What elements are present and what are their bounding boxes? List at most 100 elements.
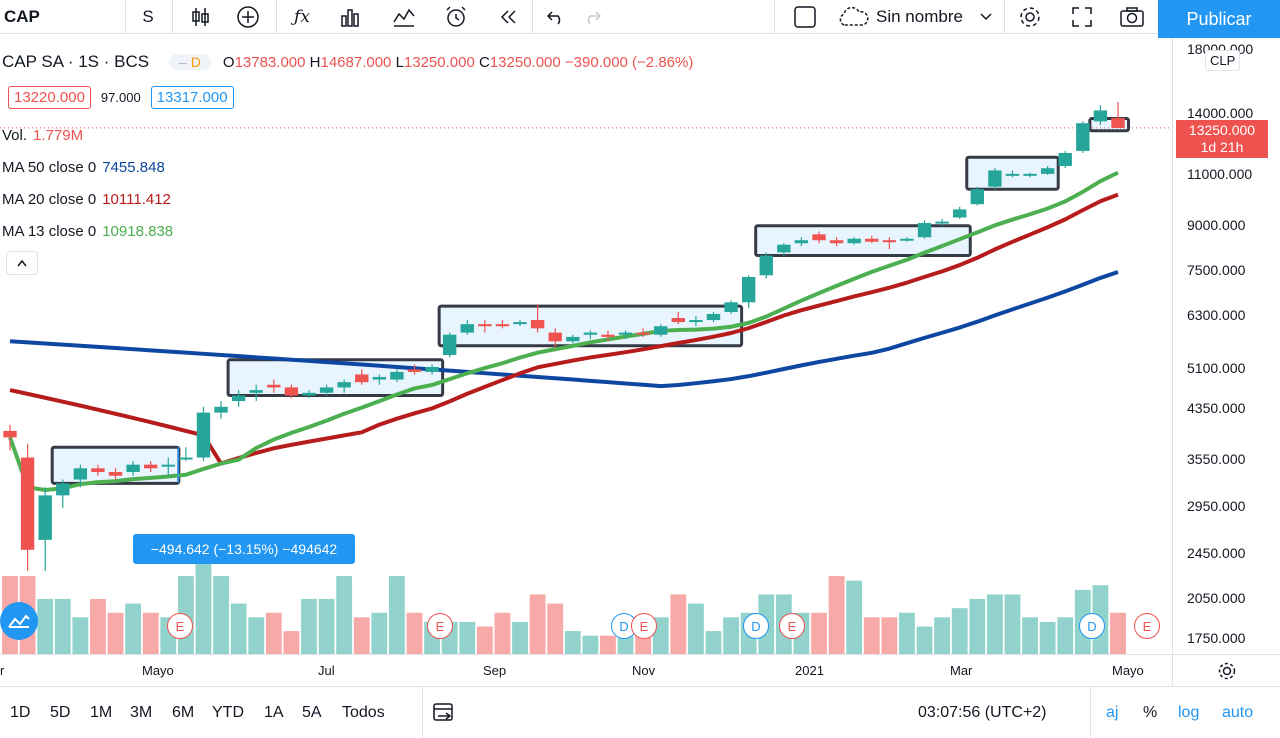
top-toolbar: CAP S ƒx Sin nombre: [0, 0, 1280, 34]
earnings-marker[interactable]: E: [1134, 613, 1160, 639]
candle-body: [337, 382, 351, 388]
tradingview-logo-icon[interactable]: [0, 602, 38, 640]
time-tick-label: Mar: [950, 663, 973, 678]
earnings-marker[interactable]: E: [427, 613, 453, 639]
candle-icon[interactable]: [180, 0, 220, 34]
plus-circle-icon[interactable]: [228, 0, 268, 34]
camera-icon[interactable]: [1112, 0, 1152, 34]
time-tick-label: Nov: [632, 663, 656, 678]
earnings-marker[interactable]: E: [631, 613, 657, 639]
price-tick-label: 6300.000: [1187, 307, 1246, 323]
gear-icon[interactable]: [1010, 0, 1050, 34]
chevron-down-icon: [980, 13, 992, 21]
ohlc-values: O13783.000 H14687.000 L13250.000 C13250.…: [223, 54, 693, 71]
percent-toggle[interactable]: %: [1143, 704, 1158, 721]
time-tick-label: Mayo: [142, 663, 174, 678]
fx-icon[interactable]: ƒx: [294, 7, 310, 27]
volume-bar: [1004, 594, 1021, 654]
price-tick-label: 7500.000: [1187, 262, 1246, 278]
bar-chart-icon[interactable]: [330, 0, 370, 34]
ma50-label: MA 50 close 0: [2, 159, 97, 176]
close-value: 13250.000: [489, 53, 561, 71]
candle-body: [548, 332, 562, 342]
layout-selector[interactable]: Sin nombre: [836, 0, 1006, 34]
collapse-legend-button[interactable]: [6, 251, 38, 275]
time-tick-label: Jul: [318, 663, 335, 678]
volume-bar: [899, 612, 915, 654]
price-tick-label: 2050.000: [1187, 590, 1246, 606]
fullscreen-icon[interactable]: [1062, 0, 1102, 34]
volume-bar: [1110, 612, 1126, 654]
range-button-todos[interactable]: Todos: [342, 704, 385, 721]
volume-bar: [265, 612, 282, 654]
range-button-3m[interactable]: 3M: [130, 704, 153, 721]
candle-body: [812, 234, 826, 241]
candle-body: [1058, 152, 1072, 166]
time-tick-label: 2021: [795, 663, 824, 678]
alarm-icon[interactable]: [436, 0, 476, 34]
bid-ask-row: 13220.000 97.000 13317.000: [2, 86, 234, 109]
candle-body: [741, 276, 756, 303]
ask-price[interactable]: 13317.000: [150, 86, 234, 109]
candle-body: [530, 320, 545, 329]
candle-body: [478, 324, 492, 327]
dividend-marker[interactable]: D: [743, 613, 769, 639]
volume-bar: [54, 599, 71, 654]
candle-body: [196, 412, 211, 458]
price-tick-label: 4350.000: [1187, 400, 1246, 416]
volume-bar: [1022, 617, 1038, 654]
last-price: 13250.000: [1188, 122, 1256, 138]
volume-bar: [635, 635, 652, 654]
time-tick-label: Sep: [483, 663, 507, 678]
publish-button[interactable]: Publicar: [1158, 0, 1280, 38]
log-toggle[interactable]: log: [1178, 704, 1200, 721]
adjust-toggle[interactable]: aj: [1106, 704, 1119, 721]
ma13-label: MA 13 close 0: [2, 223, 97, 240]
price-axis[interactable]: 18000.000 14000.000 11000.000 9000.000 7500.…: [1172, 38, 1280, 654]
measure-tooltip: −494.642 (−13.15%) −494642: [133, 534, 355, 564]
redo-icon[interactable]: [572, 0, 612, 34]
clock-display[interactable]: 03:07:56 (UTC+2): [918, 704, 1047, 721]
price-chart[interactable]: [0, 38, 1172, 654]
axis-settings-button[interactable]: [1172, 654, 1280, 686]
range-button-6m[interactable]: 6M: [172, 704, 195, 721]
undo-icon[interactable]: [536, 0, 576, 34]
candle-body: [759, 255, 773, 276]
range-button-5d[interactable]: 5D: [50, 704, 71, 721]
volume-bar: [406, 612, 423, 654]
range-button-1m[interactable]: 1M: [90, 704, 113, 721]
volume-bar: [670, 594, 687, 654]
bid-price[interactable]: 13220.000: [8, 86, 91, 109]
bar-countdown: 1d 21h: [1200, 139, 1244, 155]
earnings-marker[interactable]: E: [779, 613, 805, 639]
candle-body: [513, 322, 527, 325]
rewind-icon[interactable]: [488, 0, 528, 34]
candle-body: [214, 406, 228, 413]
chart-pane[interactable]: CAP SA · 1S · BCS – D O13783.000 H14687.…: [0, 38, 1172, 654]
indicators-icon[interactable]: [384, 0, 424, 34]
earnings-marker[interactable]: E: [167, 613, 193, 639]
bottom-toolbar: 1D 5D 1M 3M 6M YTD 1A 5A Todos 03:07:56 (UTC+2) …: [0, 686, 1280, 738]
time-axis[interactable]: r Mayo Jul Sep Nov 2021 Mar Mayo: [0, 654, 1172, 686]
dividend-marker[interactable]: D: [1079, 613, 1105, 639]
range-button-1d[interactable]: 1D: [10, 704, 31, 721]
volume-bar: [916, 626, 933, 654]
currency-label[interactable]: CLP: [1205, 50, 1241, 71]
square-icon[interactable]: [788, 0, 822, 34]
auto-toggle[interactable]: auto: [1222, 704, 1254, 721]
candle-body: [583, 332, 598, 335]
candle-body: [231, 395, 246, 402]
range-button-5a[interactable]: 5A: [302, 704, 322, 721]
volume-bar: [582, 635, 599, 654]
symbol-search[interactable]: CAP: [4, 0, 64, 34]
candle-body: [144, 464, 158, 469]
range-button-ytd[interactable]: YTD: [212, 704, 244, 721]
candle-body: [601, 334, 615, 337]
volume-bar: [107, 612, 124, 654]
calendar-icon[interactable]: [432, 701, 456, 728]
range-button-1a[interactable]: 1A: [264, 704, 284, 721]
interval-button[interactable]: S: [126, 0, 170, 34]
volume-bar: [512, 621, 528, 654]
time-tick-label: Mayo: [1112, 663, 1144, 678]
volume-bar: [811, 612, 827, 654]
